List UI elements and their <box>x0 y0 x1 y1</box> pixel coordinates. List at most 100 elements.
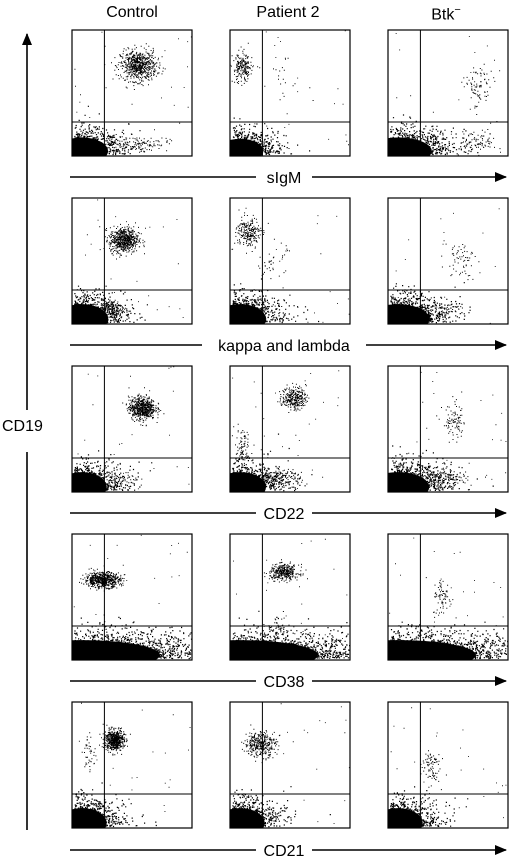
panel-frame <box>387 365 509 493</box>
population-ur <box>277 382 310 413</box>
dot-cloud <box>72 702 191 828</box>
background-events <box>395 33 501 156</box>
population-ur <box>99 723 131 756</box>
population-ur <box>104 43 166 90</box>
dot-cloud <box>72 199 184 324</box>
panel-frame <box>71 29 193 157</box>
dot-cloud <box>388 371 507 492</box>
population-ur <box>257 57 314 101</box>
population-ur <box>122 387 165 427</box>
panel-row4-patient-2 <box>229 533 351 661</box>
column-header-btk-label: Btk <box>431 6 455 24</box>
lower-left-population <box>74 782 157 828</box>
x-axis-label-row5: CD21 <box>264 843 305 860</box>
population-ul <box>241 724 281 764</box>
background-events <box>78 702 191 812</box>
dot-cloud <box>72 31 192 156</box>
panel-row2-patient-2 <box>229 197 351 325</box>
background-events <box>77 366 190 490</box>
column-header-control: Control <box>72 4 192 22</box>
population-ur <box>441 243 480 281</box>
population-ul <box>230 42 261 86</box>
background-events <box>239 703 350 826</box>
panel-frame <box>229 197 351 325</box>
lower-left-population <box>232 117 311 156</box>
background-events <box>73 534 188 655</box>
y-axis-label: CD19 <box>2 418 43 435</box>
population-lr <box>414 467 486 487</box>
background-events <box>234 30 349 146</box>
background-events <box>390 707 507 819</box>
population-ur <box>263 559 308 584</box>
column-header-patient-2: Patient 2 <box>228 4 348 22</box>
panel-frame <box>71 701 193 829</box>
dot-cloud <box>388 707 507 828</box>
column-header-control-label: Control <box>106 4 158 21</box>
lower-left-population <box>390 114 491 156</box>
panel-row3-control <box>71 365 193 493</box>
population-ur <box>99 222 146 260</box>
dot-cloud <box>388 537 508 660</box>
dot-cloud <box>72 534 192 660</box>
panel-frame <box>71 533 193 661</box>
x-axis-label-row4: CD38 <box>264 674 305 691</box>
population-ul <box>81 732 97 773</box>
panel-row1-btk <box>387 29 509 157</box>
panel-frame <box>229 365 351 493</box>
panel-frame <box>387 533 509 661</box>
column-header-btk-superscript: − <box>454 4 461 16</box>
column-header-patient-2-label: Patient 2 <box>256 4 320 21</box>
panel-row2-control <box>71 197 193 325</box>
dot-cloud <box>230 207 350 324</box>
x-axis-label-row1: sIgM <box>267 170 302 187</box>
population-ul <box>234 209 269 254</box>
lower-left-population <box>390 779 469 828</box>
panel-row5-control <box>71 701 193 829</box>
population-lr <box>455 129 501 156</box>
x-axis-label-row2: kappa and lambda <box>218 338 350 355</box>
population-ur <box>436 391 465 443</box>
dot-cloud <box>388 33 501 156</box>
lower-left-population <box>74 614 192 660</box>
lower-left-population <box>74 105 159 156</box>
lower-left-population <box>390 621 508 660</box>
dot-cloud <box>230 703 350 828</box>
dot-cloud <box>230 30 349 156</box>
population-lr <box>96 293 130 321</box>
dot-cloud <box>230 370 340 492</box>
population-ur <box>461 63 498 122</box>
panel-row3-btk <box>387 365 509 493</box>
column-header-btk: Btk− <box>386 4 506 24</box>
lower-left-population <box>390 445 494 492</box>
panel-frame <box>229 29 351 157</box>
lower-left-population <box>232 433 313 492</box>
lower-left-population <box>390 282 471 324</box>
panel-row4-btk <box>387 533 509 661</box>
background-events <box>389 537 504 654</box>
population-ur <box>255 230 290 289</box>
lower-left-population <box>74 450 153 492</box>
population-lr <box>423 297 463 316</box>
population-ur <box>425 577 457 619</box>
population-ul <box>79 567 126 592</box>
panel-row5-btk <box>387 701 509 829</box>
background-events <box>85 199 184 318</box>
panel-frame <box>71 365 193 493</box>
panel-frame <box>387 29 509 157</box>
dot-cloud <box>72 366 190 492</box>
background-events <box>74 31 192 145</box>
lower-left-population <box>74 285 148 324</box>
panel-frame <box>387 701 509 829</box>
panel-frame <box>229 701 351 829</box>
background-events <box>392 371 507 482</box>
x-axis-label-row3: CD22 <box>264 506 305 523</box>
panel-row2-btk <box>387 197 509 325</box>
population-lr <box>242 467 308 487</box>
panel-frame <box>71 197 193 325</box>
dot-cloud <box>230 538 350 660</box>
population-ul <box>231 423 255 471</box>
panel-row1-patient-2 <box>229 29 351 157</box>
lower-left-population <box>232 278 320 324</box>
population-lr <box>263 611 296 645</box>
